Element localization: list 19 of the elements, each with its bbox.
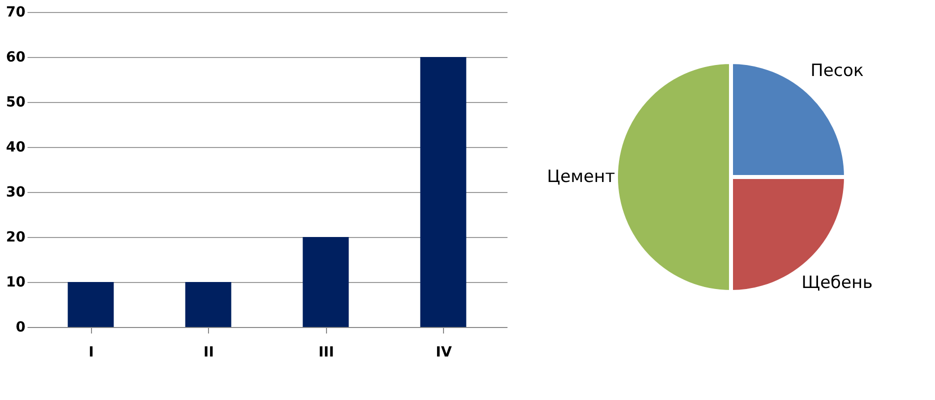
slice-label: Цемент bbox=[547, 167, 616, 187]
y-tick-label: 50 bbox=[6, 94, 26, 110]
y-tick-label: 30 bbox=[6, 184, 26, 200]
bar bbox=[420, 57, 466, 327]
bar bbox=[302, 237, 349, 327]
x-tick-label: IV bbox=[436, 344, 452, 360]
x-tick-label: II bbox=[204, 344, 214, 360]
y-tick-label: 60 bbox=[6, 50, 26, 66]
slice-label: Щебень bbox=[801, 273, 873, 294]
y-tick-label: 10 bbox=[6, 274, 26, 290]
y-tick-label: 70 bbox=[6, 4, 26, 20]
bar bbox=[68, 282, 114, 327]
y-tick-label: 0 bbox=[16, 320, 26, 336]
x-tick-label: III bbox=[318, 344, 334, 360]
slice-label: Песок bbox=[810, 60, 864, 81]
bar bbox=[185, 282, 232, 327]
y-tick-label: 40 bbox=[6, 140, 26, 156]
x-tick-label: I bbox=[88, 344, 94, 360]
y-tick-label: 20 bbox=[6, 230, 26, 246]
